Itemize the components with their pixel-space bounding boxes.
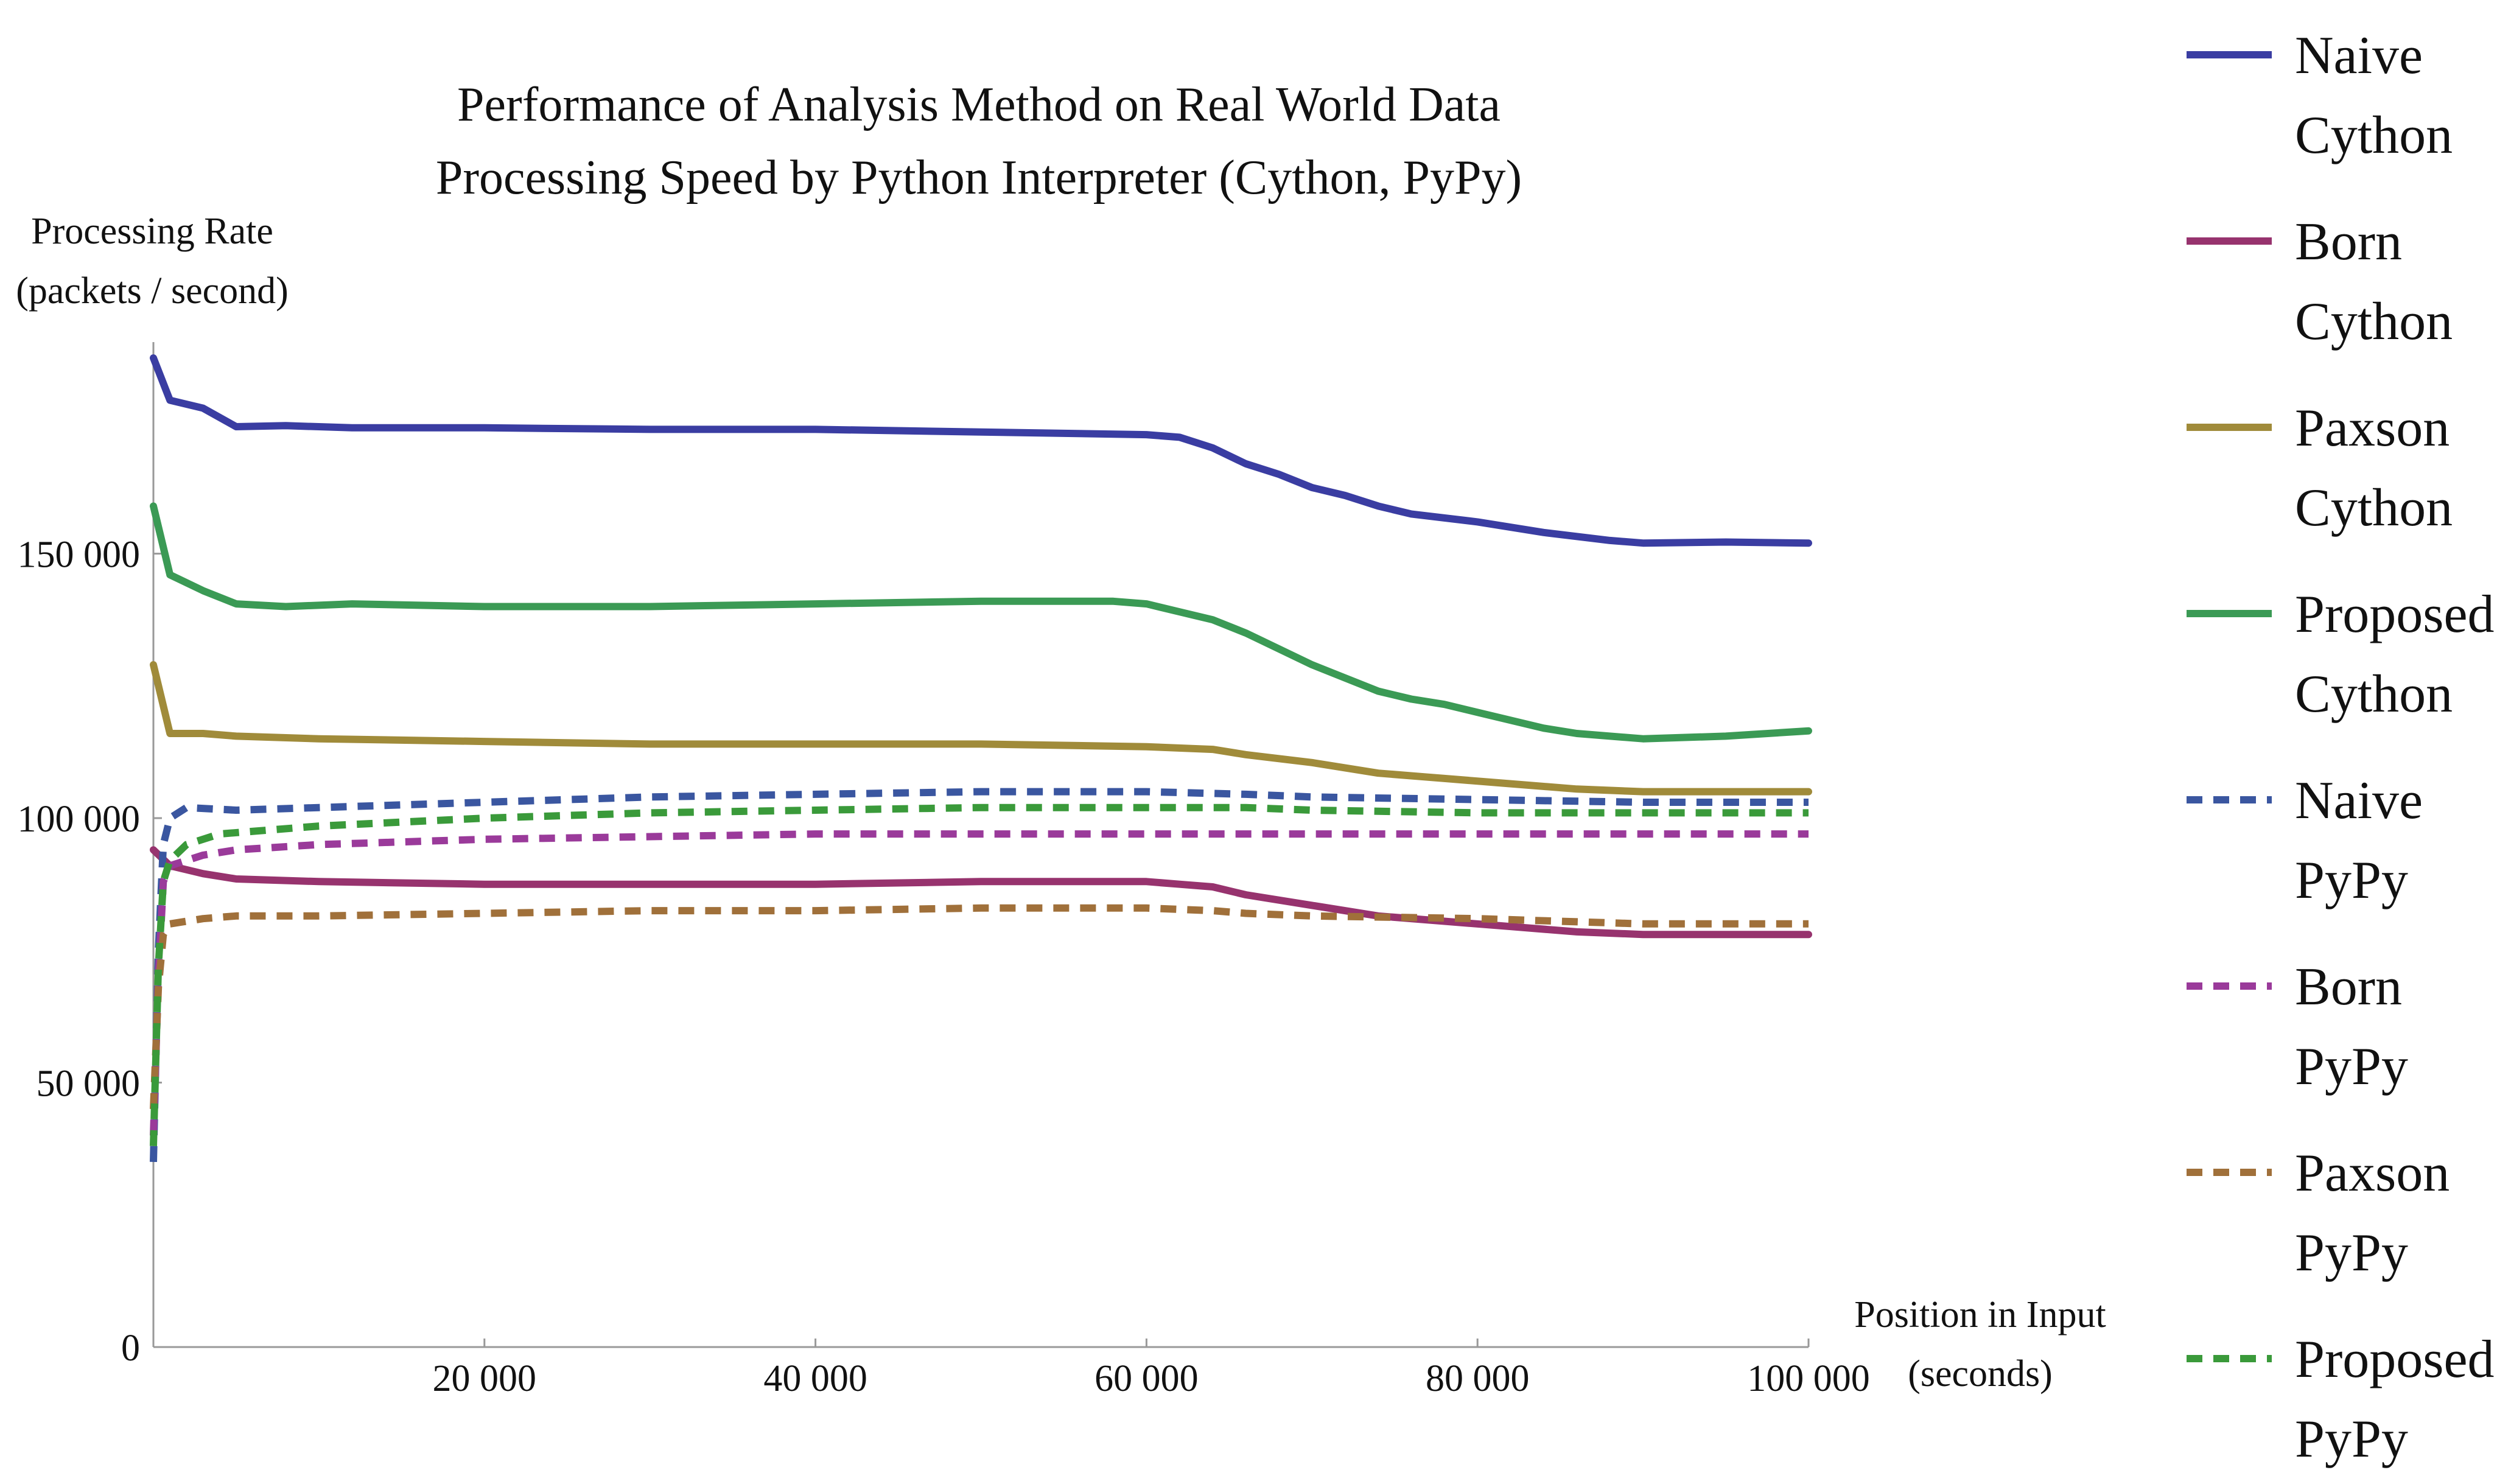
legend-label: Naive <box>2295 26 2423 85</box>
series-line-naive-pypy <box>150 788 1809 1163</box>
series-line-paxson-pypy <box>150 904 1809 1110</box>
x-tick-label: 40 000 <box>763 1358 867 1399</box>
plot-area <box>150 354 1812 1163</box>
series-line-proposed-cython <box>150 502 1812 743</box>
legend-label: Proposed <box>2295 585 2495 644</box>
legend-label: PyPy <box>2295 851 2408 910</box>
series-line-born-cython <box>150 846 1812 939</box>
legend-label: Cython <box>2295 665 2453 724</box>
legend-label: PyPy <box>2295 1037 2408 1096</box>
legend-item-proposed-cython: Proposed Cython <box>2187 585 2495 724</box>
legend-label: Cython <box>2295 292 2453 351</box>
y-axis-label-line-2: (packets / second) <box>16 270 289 312</box>
chart-title-group: Performance of Analysis Method on Real W… <box>436 78 1522 205</box>
legend-label: Proposed <box>2295 1330 2495 1389</box>
y-axis-label-line-1: Processing Rate <box>31 211 273 252</box>
x-axis-label-line-2: (seconds) <box>1908 1353 2053 1395</box>
chart-title: Performance of Analysis Method on Real W… <box>457 78 1501 131</box>
legend-label: PyPy <box>2295 1410 2408 1469</box>
legend-item-born-cython: Born Cython <box>2187 212 2453 351</box>
legend-label: Cython <box>2295 106 2453 165</box>
legend-label: Cython <box>2295 478 2453 537</box>
legend-item-born-pypy: Born PyPy <box>2187 957 2408 1096</box>
legend-item-paxson-cython: Paxson Cython <box>2187 399 2453 537</box>
x-tick-label: 60 000 <box>1094 1358 1199 1399</box>
x-tick-label: 100 000 <box>1747 1358 1870 1399</box>
legend-label: Paxson <box>2295 1144 2450 1203</box>
legend-item-paxson-pypy: Paxson PyPy <box>2187 1144 2450 1283</box>
legend-item-proposed-pypy: Proposed PyPy <box>2187 1330 2495 1469</box>
x-axis-label-line-1: Position in Input <box>1854 1294 2106 1335</box>
series-line-naive-cython <box>150 354 1812 547</box>
chart-subtitle: Processing Speed by Python Interpreter (… <box>436 151 1522 205</box>
y-tick-label: 100 000 <box>18 799 141 840</box>
x-tick-label: 20 000 <box>433 1358 537 1399</box>
legend-label: Born <box>2295 212 2402 271</box>
legend-item-naive-pypy: Naive PyPy <box>2187 771 2423 910</box>
legend-label: Paxson <box>2295 399 2450 458</box>
legend-label: Naive <box>2295 771 2423 830</box>
y-axis-label: Processing Rate (packets / second) <box>16 211 289 312</box>
y-tick-label: 50 000 <box>37 1063 141 1105</box>
legend-label: PyPy <box>2295 1223 2408 1283</box>
axes: 20 000 40 000 60 000 80 000 100 000 0 50 000 10… <box>18 342 1870 1399</box>
series-line-born-pypy <box>150 830 1809 1136</box>
legend: NaiveCythonBornCythonPaxsonCythonPropose… <box>2187 26 2495 1469</box>
x-tick-label: 80 000 <box>1426 1358 1530 1399</box>
x-axis-label: Position in Input (seconds) <box>1854 1294 2106 1395</box>
legend-label: Born <box>2295 957 2402 1017</box>
y-tick-label: 150 000 <box>18 534 141 576</box>
series-line-proposed-pypy <box>150 803 1809 1146</box>
y-tick-label: 0 <box>121 1328 140 1369</box>
series-line-paxson-cython <box>150 661 1812 796</box>
legend-item-naive-cython: Naive Cython <box>2187 26 2453 165</box>
